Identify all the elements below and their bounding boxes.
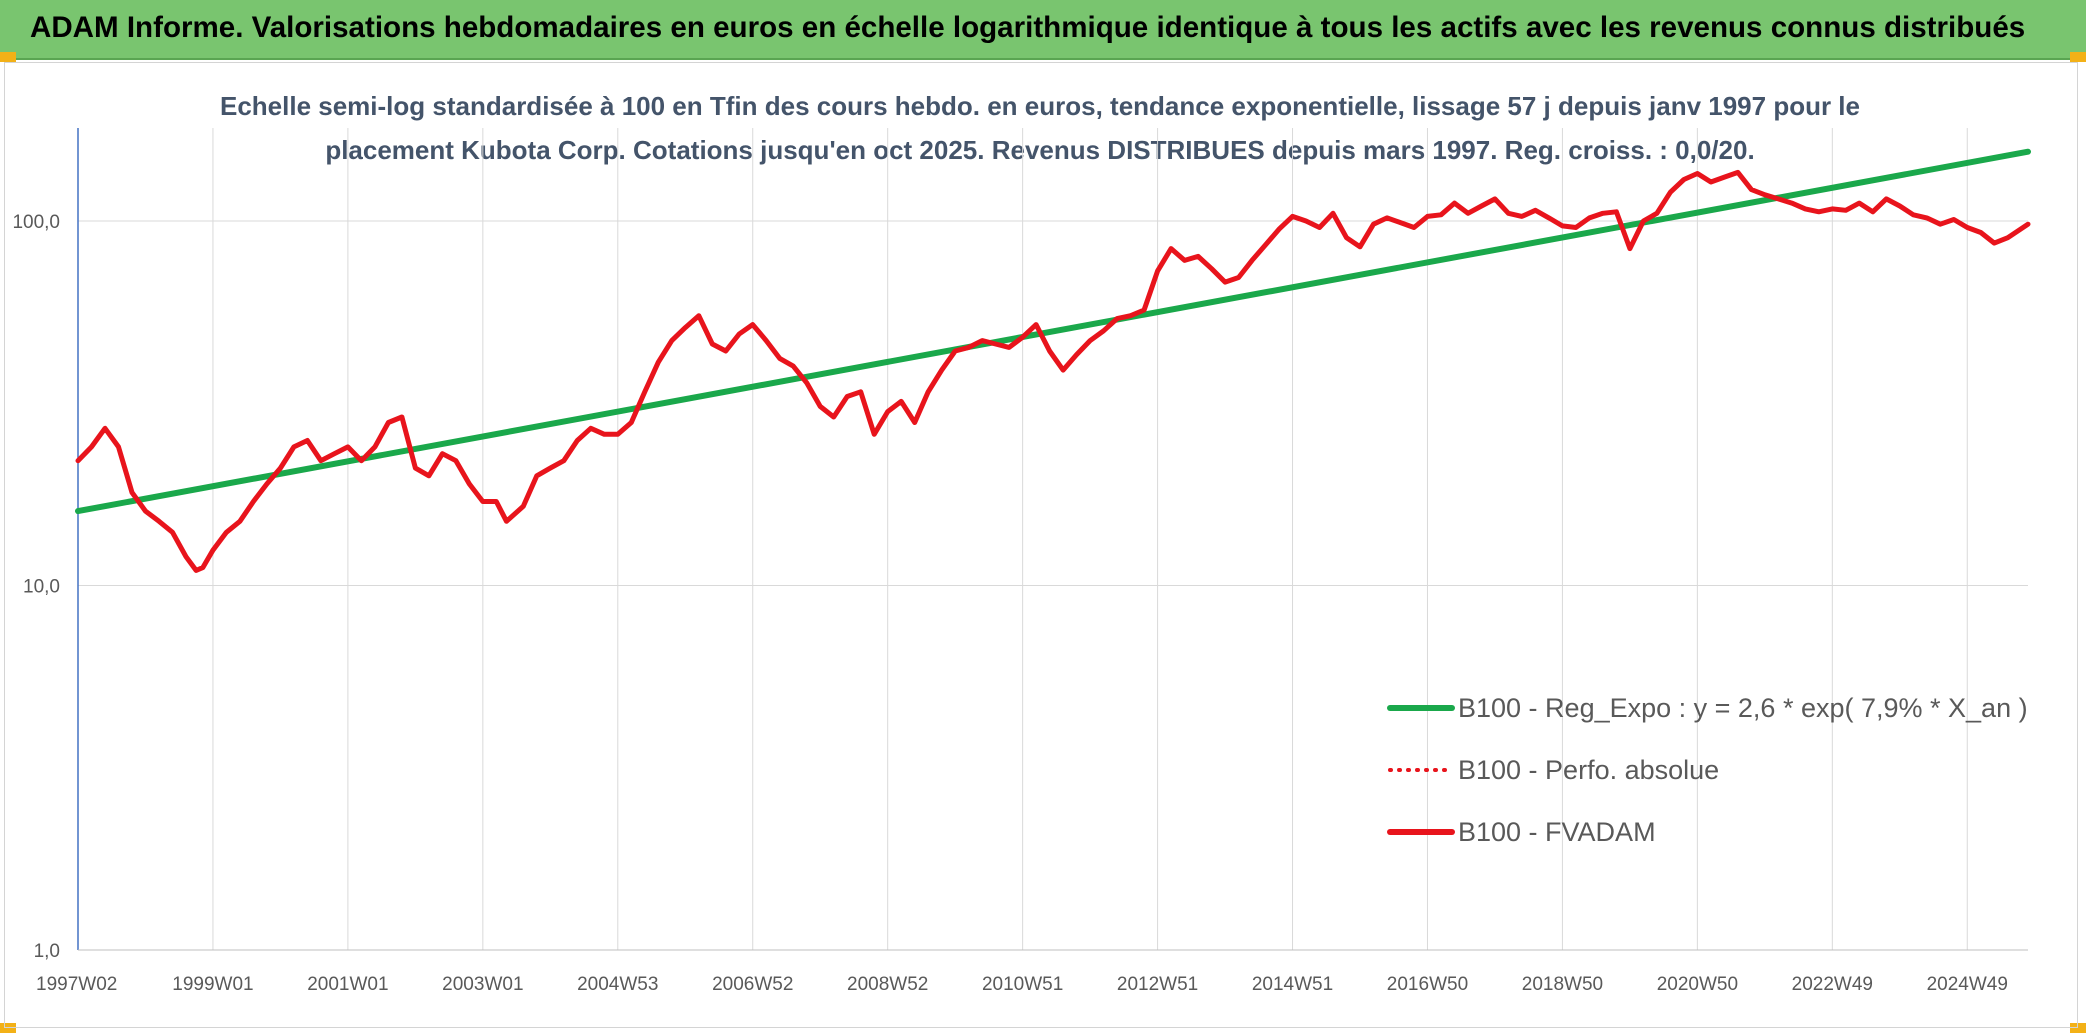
x-tick-label: 2003W01 <box>442 974 523 995</box>
y-tick-label: 1,0 <box>34 941 60 962</box>
report-title: ADAM Informe. Valorisations hebdomadaire… <box>30 11 2026 44</box>
y-tick-label: 100,0 <box>12 212 60 233</box>
x-tick-label: 2018W50 <box>1522 974 1603 995</box>
corner-marker-top-left <box>0 52 16 62</box>
series-line <box>75 148 2031 515</box>
x-tick-label: 2010W51 <box>982 974 1063 995</box>
series-line <box>75 169 2031 573</box>
corner-marker-bottom-left <box>0 1023 16 1033</box>
x-tick-label: 2014W51 <box>1252 974 1333 995</box>
y-tick-label: 10,0 <box>23 577 60 598</box>
x-tick-label: 2016W50 <box>1387 974 1468 995</box>
x-tick-label: 2006W52 <box>712 974 793 995</box>
legend-label: B100 - Perfo. absolue <box>1458 755 1719 785</box>
corner-marker-top-right <box>2070 52 2086 62</box>
x-tick-label: 2020W50 <box>1657 974 1738 995</box>
x-tick-label: 2012W51 <box>1117 974 1198 995</box>
chart-frame <box>4 62 2078 1028</box>
legend-label: B100 - FVADAM <box>1458 817 1656 847</box>
corner-marker-bottom-right <box>2070 1023 2086 1033</box>
x-tick-label: 2024W49 <box>1927 974 2008 995</box>
x-tick-label: 2004W53 <box>577 974 658 995</box>
x-tick-label: 2022W49 <box>1792 974 1873 995</box>
x-tick-label: 1999W01 <box>172 974 253 995</box>
x-tick-label: 1997W02 <box>36 974 117 995</box>
x-tick-label: 2001W01 <box>307 974 388 995</box>
chart-title: Echelle semi-log standardisée à 100 en T… <box>219 91 1860 165</box>
x-tick-label: 2008W52 <box>847 974 928 995</box>
legend-label: B100 - Reg_Expo : y = 2,6 * exp( 7,9% * … <box>1458 693 2028 723</box>
report-header-banner: ADAM Informe. Valorisations hebdomadaire… <box>0 0 2086 60</box>
